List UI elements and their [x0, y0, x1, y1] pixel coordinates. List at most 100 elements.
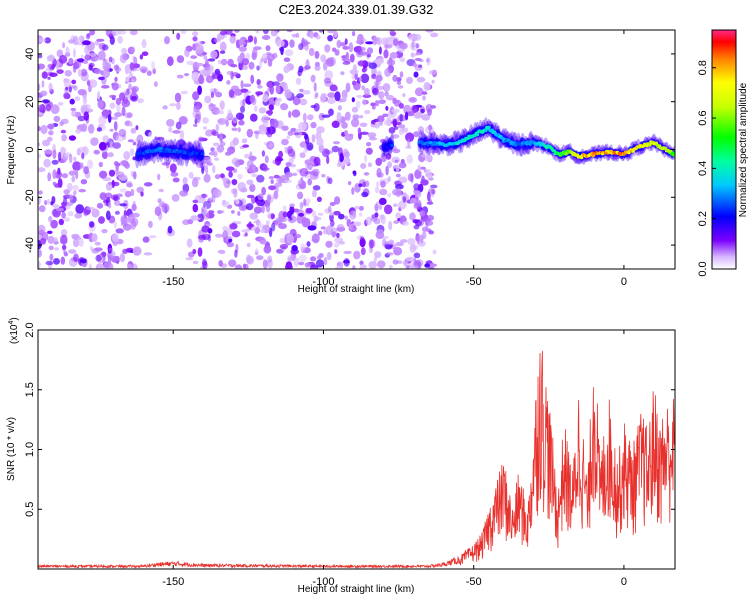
- heatmap-noise-cell: [279, 237, 286, 244]
- heatmap-noise-cell: [98, 76, 105, 81]
- heatmap-noise-cell: [176, 139, 186, 147]
- heatmap-noise-cell: [217, 249, 226, 254]
- heatmap-noise-cell: [210, 50, 218, 59]
- heatmap-noise-cell: [79, 162, 84, 169]
- heatmap-noise-cell: [287, 130, 294, 136]
- heatmap-noise-cell: [44, 200, 48, 206]
- heatmap-noise-cell: [61, 201, 67, 207]
- heatmap-noise-cell: [102, 44, 109, 51]
- heatmap-noise-cell: [97, 90, 101, 101]
- heatmap-noise-cell: [47, 76, 51, 80]
- heatmap-noise-cell: [124, 190, 132, 198]
- heatmap-noise-cell: [313, 156, 321, 166]
- heatmap-noise-cell: [130, 127, 137, 134]
- heatmap-noise-cell: [87, 84, 92, 93]
- heatmap-noise-cell: [360, 51, 369, 56]
- heatmap-noise-cell: [324, 70, 334, 80]
- heatmap-noise-cell: [131, 87, 137, 96]
- heatmap-noise-cell: [112, 232, 119, 243]
- heatmap-noise-cell: [68, 249, 77, 254]
- heatmap-noise-cell: [378, 99, 387, 104]
- heatmap-noise-cell: [250, 113, 258, 122]
- heatmap-noise-cell: [231, 85, 239, 91]
- heatmap-noise-cell: [337, 105, 342, 111]
- heatmap-noise-cell: [222, 225, 229, 232]
- top-x-axis: -150 -100 -50 0: [162, 30, 627, 288]
- heatmap-noise-cell: [231, 230, 241, 238]
- heatmap-noise-cell: [355, 100, 361, 109]
- heatmap-noise-cell: [360, 163, 367, 169]
- heatmap-noise-cell: [276, 73, 284, 82]
- heatmap-noise-cell: [292, 95, 301, 106]
- heatmap-noise-cell: [410, 197, 416, 204]
- heatmap-noise-cell: [48, 124, 54, 130]
- heatmap-noise-cell: [113, 64, 120, 71]
- heatmap-noise-cell: [38, 190, 43, 195]
- heatmap-noise-cell: [212, 142, 220, 147]
- heatmap-noise-cell: [392, 74, 398, 82]
- heatmap-noise-cell: [423, 81, 431, 91]
- heatmap-noise-cell: [114, 210, 120, 215]
- heatmap-noise-cell: [374, 186, 380, 194]
- heatmap-noise-cell: [353, 250, 361, 260]
- heatmap-noise-cell: [38, 126, 41, 132]
- heatmap-noise-cell: [353, 171, 357, 177]
- heatmap-noise-cell: [51, 159, 59, 165]
- heatmap-noise-cell: [379, 188, 388, 196]
- heatmap-noise-cell: [413, 183, 420, 191]
- heatmap-noise-cell: [192, 31, 199, 37]
- heatmap-noise-cell: [240, 88, 249, 93]
- bottom-y-axis-label: SNR (10 * v/v): [6, 417, 17, 481]
- heatmap-noise-cell: [60, 256, 66, 265]
- heatmap-noise-cell: [130, 46, 136, 54]
- heatmap-ridge-core: [200, 152, 205, 156]
- heatmap-noise-cell: [317, 216, 322, 221]
- heatmap-noise-cell: [354, 205, 360, 210]
- heatmap-noise-cell: [311, 134, 316, 143]
- heatmap-noise-cell: [203, 201, 212, 209]
- heatmap-noise-cell: [231, 127, 238, 132]
- heatmap-noise-cell: [249, 94, 255, 103]
- heatmap-noise-cell: [231, 72, 239, 77]
- heatmap-noise-cell: [392, 148, 401, 154]
- heatmap-noise-cell: [321, 148, 330, 158]
- heatmap-noise-cell: [98, 216, 105, 224]
- heatmap-noise-cell: [122, 223, 132, 231]
- heatmap-noise-cell: [205, 223, 213, 227]
- heatmap-noise-cell: [197, 247, 203, 257]
- heatmap-noise-cell: [201, 165, 205, 174]
- heatmap-noise-cell: [80, 179, 88, 185]
- heatmap-noise-cell: [376, 181, 380, 188]
- heatmap-noise-cell: [314, 92, 319, 98]
- heatmap-noise-cell: [402, 196, 407, 203]
- heatmap-noise-cell: [211, 194, 216, 203]
- heatmap-noise-cell: [161, 203, 170, 214]
- heatmap-noise-cell: [97, 50, 106, 61]
- heatmap-noise-cell: [180, 90, 188, 95]
- heatmap-noise-cell: [349, 69, 359, 75]
- heatmap-noise-cell: [38, 196, 41, 205]
- heatmap-noise-cell: [54, 247, 59, 251]
- heatmap-noise-cell: [84, 45, 90, 55]
- heatmap-noise-cell: [63, 252, 69, 257]
- heatmap-noise-cell: [414, 190, 422, 199]
- top-x-axis-label: Height of straight line (km): [298, 284, 415, 295]
- heatmap-noise-cell: [398, 103, 404, 109]
- heatmap-noise-cell: [298, 212, 305, 217]
- heatmap-noise-cell: [389, 264, 393, 269]
- heatmap-noise-cell: [244, 39, 252, 43]
- heatmap-noise-cell: [395, 173, 401, 178]
- heatmap-noise-cell: [413, 111, 423, 119]
- heatmap-noise-cell: [59, 121, 64, 127]
- heatmap-noise-cell: [312, 210, 316, 218]
- heatmap-noise-cell: [49, 253, 54, 261]
- heatmap-noise-cell: [242, 98, 246, 108]
- heatmap-noise-cell: [371, 37, 380, 41]
- heatmap-noise-cell: [214, 68, 221, 75]
- heatmap-noise-cell: [318, 253, 324, 258]
- heatmap-noise-cell: [246, 128, 253, 138]
- heatmap-noise-cell: [359, 38, 367, 42]
- heatmap-noise-cell: [194, 113, 201, 124]
- heatmap-noise-cell: [368, 137, 378, 141]
- heatmap-noise-cell: [176, 101, 181, 111]
